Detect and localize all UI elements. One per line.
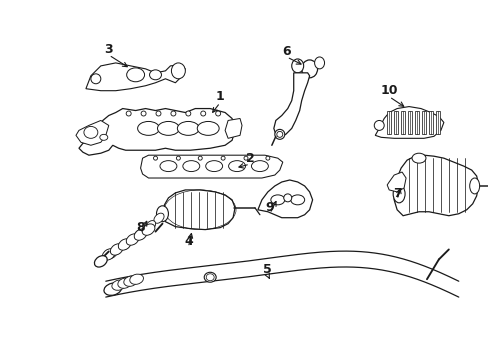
Polygon shape [393,155,478,216]
Ellipse shape [469,178,479,194]
Ellipse shape [171,111,176,116]
Ellipse shape [153,156,157,160]
Ellipse shape [204,272,216,282]
Ellipse shape [176,156,180,160]
Ellipse shape [126,111,131,116]
Ellipse shape [126,68,144,82]
Ellipse shape [156,206,168,222]
Polygon shape [414,111,418,134]
Ellipse shape [171,63,185,79]
Polygon shape [435,111,439,134]
Ellipse shape [244,156,247,160]
Ellipse shape [301,60,317,78]
Text: 2: 2 [245,152,254,165]
Polygon shape [86,63,185,91]
Ellipse shape [134,230,144,240]
Polygon shape [400,111,404,134]
Polygon shape [386,111,390,134]
Polygon shape [421,111,425,134]
Ellipse shape [141,111,146,116]
Ellipse shape [270,195,284,205]
Polygon shape [407,111,411,134]
Text: 7: 7 [392,188,401,201]
Text: 3: 3 [104,42,113,55]
Text: 4: 4 [183,235,192,248]
Ellipse shape [221,156,224,160]
Polygon shape [374,107,443,138]
Ellipse shape [129,274,143,284]
Polygon shape [141,155,282,178]
Ellipse shape [205,161,222,172]
Polygon shape [162,190,235,230]
Ellipse shape [154,213,163,223]
Text: 8: 8 [136,221,144,234]
Ellipse shape [91,74,101,84]
Polygon shape [393,111,397,134]
Ellipse shape [276,131,282,137]
Ellipse shape [118,278,131,288]
Ellipse shape [157,121,179,135]
Polygon shape [79,109,235,155]
Ellipse shape [137,121,159,135]
Text: 1: 1 [215,90,224,103]
Ellipse shape [251,161,268,172]
Ellipse shape [104,283,122,295]
Ellipse shape [145,221,155,231]
Polygon shape [76,121,108,145]
Ellipse shape [183,161,199,172]
Ellipse shape [121,239,130,249]
Ellipse shape [94,256,107,267]
Ellipse shape [126,234,139,245]
Ellipse shape [156,111,161,116]
Ellipse shape [149,70,161,80]
Ellipse shape [84,126,98,138]
Ellipse shape [112,280,125,290]
Ellipse shape [177,121,199,135]
Ellipse shape [201,111,205,116]
Polygon shape [386,172,405,192]
Ellipse shape [118,239,131,250]
Ellipse shape [197,121,219,135]
Text: 5: 5 [263,263,272,276]
Ellipse shape [291,59,303,73]
Ellipse shape [283,194,291,202]
Ellipse shape [142,224,155,235]
Ellipse shape [265,156,269,160]
Ellipse shape [198,156,202,160]
Ellipse shape [411,153,425,163]
Ellipse shape [274,129,284,139]
Text: 10: 10 [380,84,397,97]
Ellipse shape [100,134,107,140]
Ellipse shape [314,57,324,69]
Ellipse shape [134,229,147,240]
Polygon shape [224,118,242,138]
Polygon shape [428,111,432,134]
Ellipse shape [110,244,123,255]
Ellipse shape [206,274,214,281]
Ellipse shape [185,111,190,116]
Polygon shape [257,180,312,218]
Polygon shape [273,73,309,136]
Ellipse shape [228,161,245,172]
Ellipse shape [102,249,115,260]
Ellipse shape [160,161,177,172]
Text: 9: 9 [265,201,274,214]
Text: 6: 6 [282,45,290,58]
Ellipse shape [290,195,304,205]
Ellipse shape [392,185,404,203]
Ellipse shape [123,276,137,286]
Ellipse shape [373,121,384,130]
Ellipse shape [107,248,117,258]
Ellipse shape [215,111,220,116]
